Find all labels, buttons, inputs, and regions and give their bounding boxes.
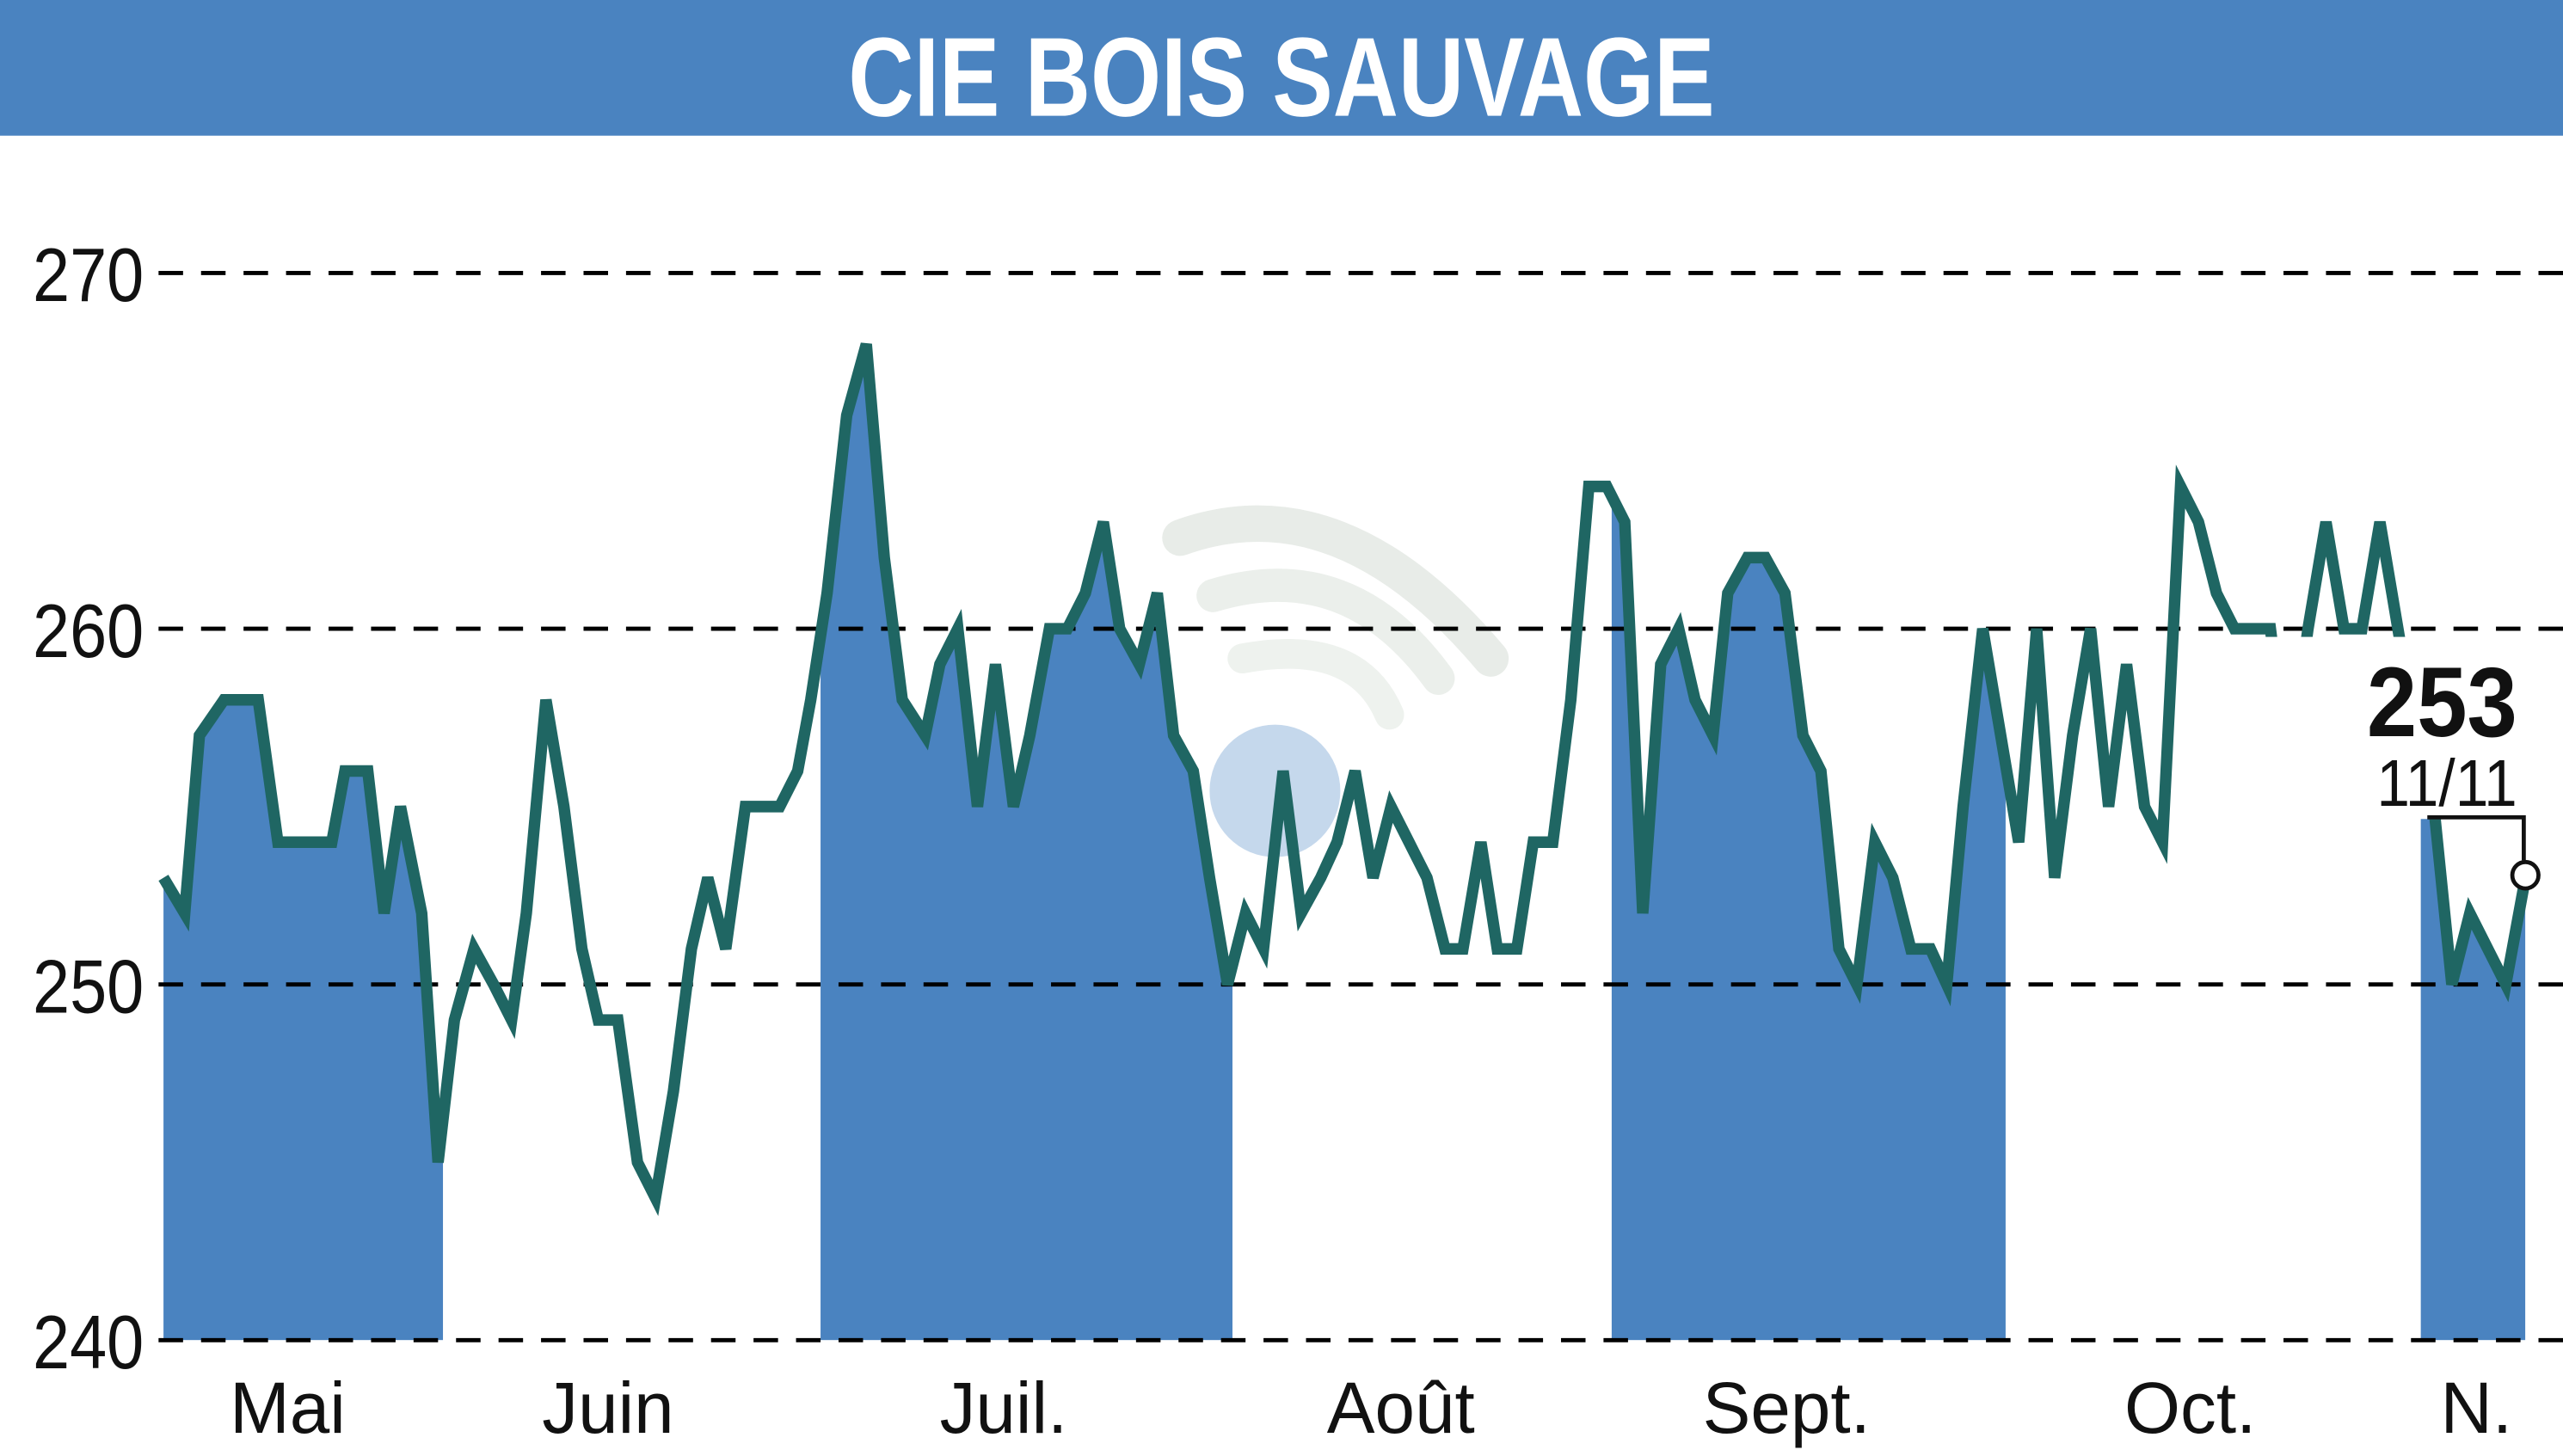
- chart-title: CIE BOIS SAUVAGE: [848, 14, 1714, 140]
- x-tick-label: Mai: [230, 1367, 346, 1449]
- x-tick-label: Août: [1327, 1367, 1475, 1449]
- callout-bracket: [2427, 814, 2526, 861]
- last-value: 253: [2367, 647, 2517, 758]
- x-tick-label: Sept.: [1703, 1367, 1871, 1449]
- price-line: [158, 342, 2531, 1216]
- y-tick-label: 250: [33, 943, 144, 1029]
- y-tick-label: 270: [33, 232, 144, 318]
- callout-mask-2: [2260, 636, 2418, 820]
- x-tick-label: N.: [2440, 1367, 2512, 1449]
- last-date: 11/11: [2376, 747, 2517, 821]
- y-axis-labels: 240 250 260 270: [33, 232, 144, 1385]
- last-point-marker: [2510, 859, 2541, 891]
- x-tick-label: Juil.: [940, 1367, 1068, 1449]
- title-bar: [0, 0, 2563, 136]
- y-tick-label: 260: [33, 587, 144, 673]
- x-axis-labels: Mai Juin Juil. Août Sept. Oct. N.: [230, 1367, 2512, 1449]
- watermark-logo: [1162, 505, 1509, 857]
- gridlines: [158, 271, 2563, 1342]
- x-tick-label: Juin: [542, 1367, 673, 1449]
- y-tick-label: 240: [33, 1299, 144, 1385]
- x-tick-label: Oct.: [2124, 1367, 2256, 1449]
